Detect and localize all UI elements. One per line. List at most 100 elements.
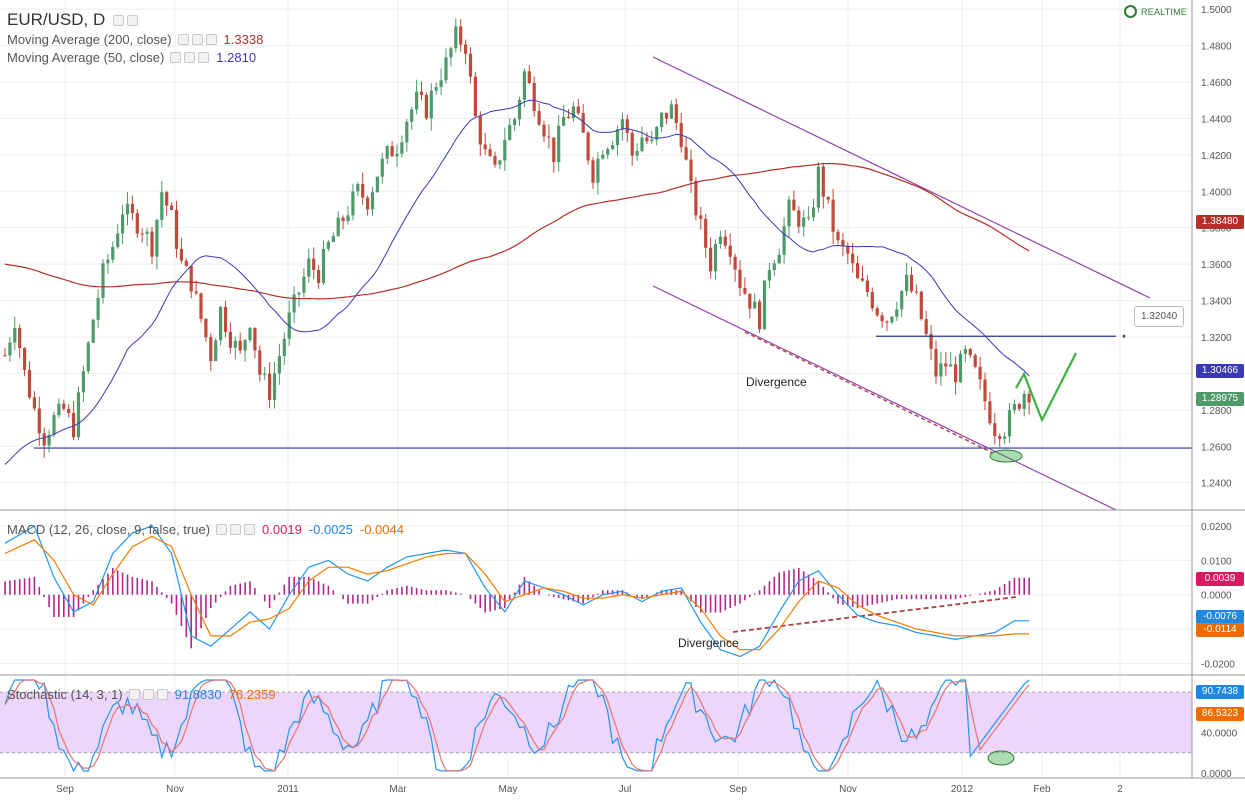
candle-body (954, 364, 958, 383)
eye-icon[interactable] (170, 52, 182, 63)
candle-body (777, 254, 781, 264)
candle-body (934, 348, 938, 377)
close-icon[interactable] (198, 52, 210, 63)
candle-body (733, 256, 737, 270)
candle-body (478, 115, 482, 145)
channel-lower (652, 285, 1117, 511)
candle-body (557, 125, 561, 163)
candle-body (434, 86, 438, 91)
candle-body (449, 48, 453, 58)
candle-body (831, 199, 835, 232)
candle-body (762, 280, 767, 330)
x-tick-label: Nov (166, 784, 184, 795)
settings-icon[interactable] (184, 52, 196, 63)
candle-body (321, 248, 326, 284)
candle-body (816, 166, 820, 208)
candle-body (199, 293, 203, 319)
candle-body (37, 408, 41, 434)
candle-body (655, 127, 659, 140)
candle-body (189, 265, 193, 292)
macd-hist-label: 0.0039 (1196, 572, 1244, 586)
macd-histogram (4, 567, 1030, 649)
stoch-value-2: 76.2359 (228, 687, 276, 702)
macd-value-3: -0.0044 (359, 522, 404, 537)
candle-body (331, 236, 335, 243)
divergence-price-line (744, 331, 994, 454)
candle-body (493, 155, 497, 165)
macd-tick-label: 0.0200 (1201, 522, 1232, 533)
macd-value-1: 0.0019 (262, 522, 302, 537)
candle-body (875, 308, 879, 316)
x-tick-label: Feb (1033, 784, 1051, 795)
candle-body (228, 331, 232, 348)
candle-body (209, 337, 213, 362)
candle-body (96, 297, 100, 320)
candle-body (684, 147, 688, 160)
close-icon[interactable] (156, 689, 168, 700)
eye-icon[interactable] (177, 34, 189, 45)
candle-body (635, 151, 639, 156)
candle-body (400, 142, 404, 154)
candle-body (1012, 404, 1016, 411)
candle-body (689, 159, 693, 182)
candle-body (860, 278, 865, 281)
candle-body (924, 319, 928, 334)
eye-icon[interactable] (128, 689, 140, 700)
candle-body (802, 217, 806, 227)
candle-body (179, 248, 183, 261)
candle-body (753, 301, 757, 309)
candle-body (792, 199, 796, 211)
candle-body (488, 149, 492, 156)
candle-body (900, 291, 904, 310)
candle-body (410, 109, 414, 122)
candle-body (454, 26, 458, 49)
candle-body (566, 116, 571, 118)
candle-body (263, 373, 267, 375)
candle-body (395, 153, 399, 157)
close-icon[interactable] (205, 34, 217, 45)
candle-body (978, 366, 982, 380)
x-tick-label: Sep (729, 784, 747, 795)
candle-body (81, 371, 85, 393)
x-tick-label: Sep (56, 784, 74, 795)
y-tick-label: 1.4800 (1201, 42, 1232, 53)
candle-body (1022, 393, 1026, 409)
close-icon[interactable] (244, 524, 256, 535)
candle-body (615, 129, 620, 146)
ma200-value: 1.3338 (223, 32, 264, 47)
settings-icon[interactable] (191, 34, 203, 45)
candle-body (709, 247, 713, 272)
candle-body (317, 269, 321, 284)
candle-body (277, 356, 281, 374)
candle-body (429, 90, 433, 119)
candle-body (341, 217, 345, 221)
divergence-price-label: Divergence (746, 375, 807, 389)
candle-body (797, 210, 801, 227)
candle-body (243, 340, 247, 351)
candle-body (772, 263, 776, 271)
candle-body (62, 403, 66, 409)
settings-icon[interactable] (127, 14, 139, 26)
x-tick-label: Mar (389, 784, 407, 795)
candle-body (233, 340, 237, 348)
eye-icon[interactable] (216, 524, 228, 535)
candle-body (890, 316, 894, 323)
y-tick-label: 1.5000 (1201, 5, 1232, 16)
stoch-d-line (4, 679, 1030, 772)
grid (0, 0, 1192, 778)
macd-value-2: -0.0025 (308, 522, 353, 537)
candle-body (630, 132, 634, 156)
signal-line (4, 535, 1030, 651)
candle-body (571, 106, 575, 118)
stoch-value-1: 91.8830 (174, 687, 222, 702)
price-callout: 1.32040 (1134, 306, 1185, 327)
settings-icon[interactable] (230, 524, 242, 535)
eye-icon[interactable] (113, 14, 125, 26)
candle-body (3, 355, 7, 357)
candle-body (963, 348, 967, 354)
candle-body (836, 231, 840, 241)
macd-tick-label: -0.0200 (1201, 659, 1235, 670)
settings-icon[interactable] (142, 689, 154, 700)
candle-body (674, 104, 678, 124)
